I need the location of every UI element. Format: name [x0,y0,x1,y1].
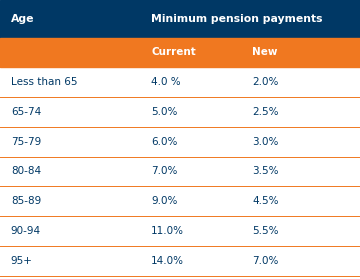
Text: 2.5%: 2.5% [252,107,279,117]
Bar [0,186,360,216]
Text: 75-79: 75-79 [11,137,41,146]
Text: Age: Age [11,14,34,24]
Text: 14.0%: 14.0% [151,256,184,266]
Text: 5.5%: 5.5% [252,226,279,236]
Text: 80-84: 80-84 [11,167,41,176]
Text: Less than 65: Less than 65 [11,77,77,87]
Bar [0,216,360,246]
Text: 3.0%: 3.0% [252,137,278,146]
Text: 85-89: 85-89 [11,196,41,206]
Text: New: New [252,47,278,57]
Text: 4.0 %: 4.0 % [151,77,181,87]
Bar [0,97,360,127]
Text: 9.0%: 9.0% [151,196,177,206]
Text: 7.0%: 7.0% [252,256,278,266]
Text: 90-94: 90-94 [11,226,41,236]
Text: 6.0%: 6.0% [151,137,177,146]
Text: 95+: 95+ [11,256,33,266]
Bar [0,127,360,157]
Bar [0,67,360,97]
Text: 65-74: 65-74 [11,107,41,117]
Text: 11.0%: 11.0% [151,226,184,236]
Bar [0,38,360,67]
Text: Current: Current [151,47,196,57]
Text: 2.0%: 2.0% [252,77,278,87]
Text: 3.5%: 3.5% [252,167,279,176]
Text: Minimum pension payments: Minimum pension payments [151,14,323,24]
Text: 7.0%: 7.0% [151,167,177,176]
Bar [0,0,360,38]
Bar [0,246,360,276]
Text: 5.0%: 5.0% [151,107,177,117]
Bar [0,157,360,186]
Text: 4.5%: 4.5% [252,196,279,206]
